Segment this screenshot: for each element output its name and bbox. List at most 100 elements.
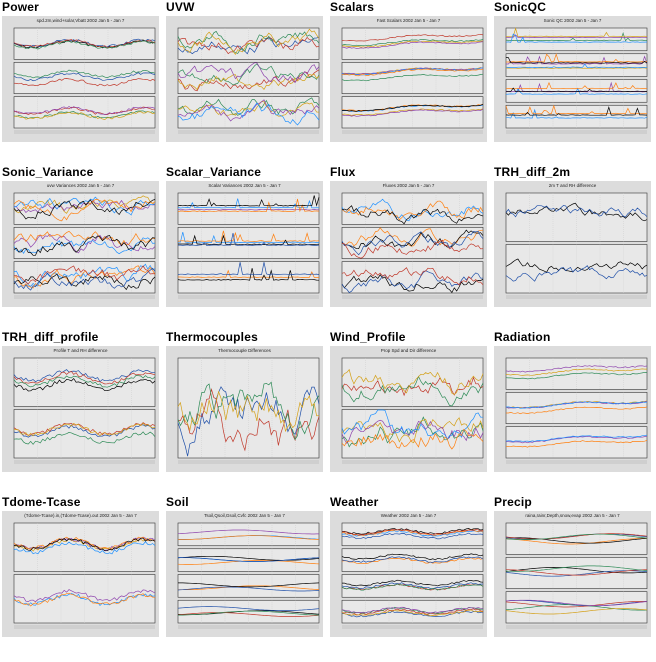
series-line bbox=[13, 196, 156, 216]
plot-title: uvw Variances 2002 Jan 5 - Jan 7 bbox=[47, 183, 115, 188]
plot-image[interactable]: Fluxes 2002 Jan 5 - Jan 7 bbox=[330, 181, 487, 307]
thumbnail-title[interactable]: Wind_Profile bbox=[330, 330, 406, 344]
time-axis bbox=[14, 460, 155, 464]
thumbnail-title[interactable]: Soil bbox=[166, 495, 189, 509]
plot-svg: 2m T and RH difference bbox=[505, 183, 648, 299]
time-axis bbox=[14, 295, 155, 299]
series-line bbox=[505, 601, 647, 608]
thumbnail-title[interactable]: Precip bbox=[494, 495, 532, 509]
time-axis bbox=[14, 625, 155, 629]
thumbnail-title[interactable]: TRH_diff_profile bbox=[2, 330, 99, 344]
thumbnail-wind_profile[interactable]: Wind_Profile Prop Spd and Dir difference bbox=[328, 330, 492, 495]
time-axis bbox=[342, 625, 483, 629]
thumbnail-sonicqc[interactable]: SonicQC Sonic QC 2002 Jan 5 - Jan 7 bbox=[492, 0, 656, 165]
series-line bbox=[505, 434, 648, 442]
series-line bbox=[13, 39, 156, 49]
thumbnail-title[interactable]: Power bbox=[2, 0, 40, 14]
plot-image[interactable]: spd.2m,wind+solar,Vbatt 2002 Jan 5 - Jan… bbox=[2, 16, 159, 142]
plot-title: 2m T and RH difference bbox=[549, 183, 597, 188]
plot-image[interactable] bbox=[494, 346, 651, 472]
thumbnail-scalar_variance[interactable]: Scalar_Variance Scalar Variances 2002 Jan… bbox=[164, 165, 328, 330]
thumbnail-title[interactable]: Flux bbox=[330, 165, 356, 179]
thumbnail-title[interactable]: UVW bbox=[166, 0, 195, 14]
series-line bbox=[505, 538, 647, 545]
series-line bbox=[13, 72, 156, 82]
thumbnail-title[interactable]: TRH_diff_2m bbox=[494, 165, 571, 179]
thumbnail-scalars[interactable]: Scalars Fast Scalars 2002 Jan 5 - Jan 7 bbox=[328, 0, 492, 165]
thumbnail-title[interactable]: Scalar_Variance bbox=[166, 165, 262, 179]
thumbnail-title[interactable]: Weather bbox=[330, 495, 379, 509]
series-line bbox=[341, 274, 484, 294]
thumbnail-uvw[interactable]: UVW bbox=[164, 0, 328, 165]
series-line bbox=[342, 610, 484, 618]
thumbnail-title[interactable]: Tdome-Tcase bbox=[2, 495, 81, 509]
plot-image[interactable]: Fast Scalars 2002 Jan 5 - Jan 7 bbox=[330, 16, 487, 142]
series-line bbox=[13, 263, 156, 287]
series-line bbox=[341, 205, 484, 225]
series-line bbox=[505, 205, 648, 218]
series-line bbox=[13, 537, 156, 552]
series-line bbox=[177, 73, 320, 91]
series-line bbox=[177, 230, 320, 242]
plot-image[interactable]: Profile T and RH difference bbox=[2, 346, 159, 472]
thumbnail-weather[interactable]: Weather Weather 2002 Jan 5 - Jan 7 bbox=[328, 495, 492, 660]
thumbnail-power[interactable]: Power spd.2m,wind+solar,Vbatt 2002 Jan 5 … bbox=[0, 0, 164, 165]
series-line bbox=[341, 73, 484, 82]
plot-svg: Fast Scalars 2002 Jan 5 - Jan 7 bbox=[341, 18, 484, 134]
series-line bbox=[13, 78, 156, 87]
series-line bbox=[177, 262, 320, 276]
thumbnail-trh_diff_2m[interactable]: TRH_diff_2m 2m T and RH difference bbox=[492, 165, 656, 330]
plot-image[interactable]: Scalar Variances 2002 Jan 5 - Jan 7 bbox=[166, 181, 323, 307]
plot-image[interactable] bbox=[166, 16, 323, 142]
time-axis bbox=[506, 295, 647, 299]
series-line bbox=[342, 579, 484, 587]
plot-title: Weather 2002 Jan 5 - Jan 7 bbox=[381, 513, 437, 518]
series-line bbox=[341, 108, 484, 116]
plot-image[interactable]: Sonic QC 2002 Jan 5 - Jan 7 bbox=[494, 16, 651, 142]
series-line bbox=[341, 606, 484, 614]
series-line bbox=[13, 198, 156, 222]
thumbnail-title[interactable]: Radiation bbox=[494, 330, 551, 344]
series-line bbox=[505, 533, 648, 540]
thumbnail-title[interactable]: SonicQC bbox=[494, 0, 547, 14]
series-line bbox=[505, 599, 648, 606]
series-line bbox=[505, 368, 647, 376]
plot-svg: Sonic QC 2002 Jan 5 - Jan 7 bbox=[505, 18, 648, 134]
plot-image[interactable]: 2m T and RH difference bbox=[494, 181, 651, 307]
thumbnail-trh_diff_profile[interactable]: TRH_diff_profile Profile T and RH differe… bbox=[0, 330, 164, 495]
plot-svg bbox=[505, 357, 648, 464]
plot-image[interactable]: raina,rainr,Depth,snow,evap 2002 Jan 5 -… bbox=[494, 511, 651, 637]
plot-title: Thermocouple Differences bbox=[218, 348, 271, 353]
series-line bbox=[341, 528, 484, 535]
series-line bbox=[341, 583, 484, 591]
thumbnail-title[interactable]: Scalars bbox=[330, 0, 375, 14]
thumbnail-soil[interactable]: Soil Tsoil,Qsoil,Gsoil,Cvfc 2002 Jan 5 - … bbox=[164, 495, 328, 660]
thumbnail-thermocouples[interactable]: Thermocouples Thermocouple Differences bbox=[164, 330, 328, 495]
plot-image[interactable]: Thermocouple Differences bbox=[166, 346, 323, 472]
plot-image[interactable]: Tsoil,Qsoil,Gsoil,Cvfc 2002 Jan 5 - Jan … bbox=[166, 511, 323, 637]
series-line bbox=[341, 428, 484, 450]
plot-title: spd.2m,wind+solar,Vbatt 2002 Jan 5 - Jan… bbox=[37, 18, 125, 23]
thumbnail-title[interactable]: Sonic_Variance bbox=[2, 165, 94, 179]
series-line bbox=[341, 267, 484, 286]
series-line bbox=[505, 67, 648, 69]
thumbnail-precip[interactable]: Precip raina,rainr,Depth,snow,evap 2002 J… bbox=[492, 495, 656, 660]
plot-image[interactable]: (Tdome-Tcase).in,(Tdome-Tcase).out 2002 … bbox=[2, 511, 159, 637]
series-line bbox=[13, 541, 156, 555]
series-line bbox=[177, 195, 320, 207]
plot-svg: (Tdome-Tcase).in,(Tdome-Tcase).out 2002 … bbox=[13, 513, 156, 629]
plot-image[interactable]: uvw Variances 2002 Jan 5 - Jan 7 bbox=[2, 181, 159, 307]
series-line bbox=[177, 381, 320, 441]
series-line bbox=[506, 53, 648, 63]
thumbnail-radiation[interactable]: Radiation bbox=[492, 330, 656, 495]
series-line bbox=[506, 55, 648, 65]
series-line bbox=[13, 370, 156, 385]
plot-image[interactable]: Weather 2002 Jan 5 - Jan 7 bbox=[330, 511, 487, 637]
thumbnail-flux[interactable]: Flux Fluxes 2002 Jan 5 - Jan 7 bbox=[328, 165, 492, 330]
thumbnail-tdome_tcase[interactable]: Tdome-Tcase (Tdome-Tcase).in,(Tdome-Tcase… bbox=[0, 495, 164, 660]
thumbnail-title[interactable]: Thermocouples bbox=[166, 330, 258, 344]
series-line bbox=[341, 419, 484, 444]
plot-image[interactable]: Prop Spd and Dir difference bbox=[330, 346, 487, 472]
plot-svg: Tsoil,Qsoil,Gsoil,Cvfc 2002 Jan 5 - Jan … bbox=[177, 513, 320, 629]
